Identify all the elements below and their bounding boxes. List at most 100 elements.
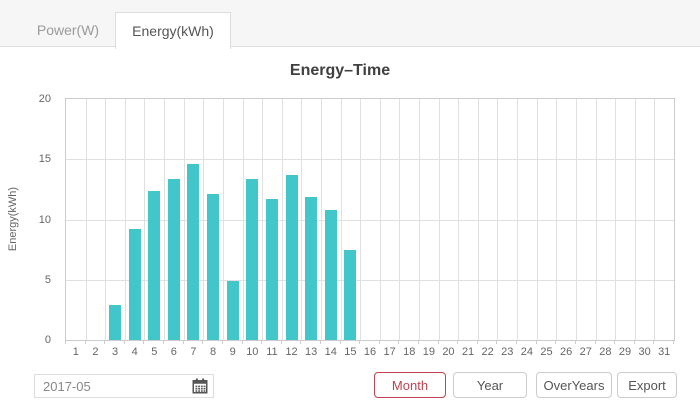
x-axis-tick (104, 340, 106, 344)
x-tick-label: 31 (658, 346, 671, 358)
x-tick-label: 15 (344, 346, 357, 358)
x-tick-label: 16 (363, 346, 377, 358)
x-axis-tick (614, 340, 616, 344)
x-tick-label: 24 (520, 346, 534, 358)
tab-power[interactable]: Power(W) (36, 22, 100, 38)
x-axis-tick (516, 340, 518, 344)
x-axis-tick (163, 340, 165, 344)
date-picker (34, 374, 214, 398)
x-axis-tick (476, 340, 478, 344)
x-axis-tick (84, 340, 86, 344)
x-axis-tick (673, 340, 674, 344)
grid-line-horizontal (66, 219, 674, 221)
bar (148, 190, 161, 340)
x-tick-label: 23 (501, 346, 514, 358)
x-tick-label: 3 (111, 346, 119, 358)
x-tick-label: 7 (190, 346, 197, 358)
bar (344, 249, 357, 340)
date-input[interactable] (35, 375, 193, 397)
chart-title: Energy–Time (289, 62, 391, 79)
x-tick-label: 4 (131, 346, 138, 358)
x-axis-tick (633, 340, 635, 344)
x-axis-tick (241, 340, 243, 344)
bar (305, 196, 318, 340)
x-tick-label: 21 (461, 346, 475, 358)
x-axis-tick (437, 340, 439, 344)
x-axis-tick (653, 340, 655, 344)
chart-plot (65, 98, 675, 341)
x-axis-tick (65, 340, 66, 344)
x-tick-label: 12 (285, 346, 298, 358)
x-tick-label: 20 (442, 346, 455, 358)
grid-line-horizontal (66, 279, 674, 281)
bar (324, 209, 337, 340)
x-axis-tick (418, 340, 420, 344)
x-axis-tick (280, 340, 282, 344)
x-tick-label: 28 (599, 346, 612, 358)
bar (128, 229, 141, 340)
grid-line-horizontal (66, 159, 674, 161)
x-axis-tick (378, 340, 380, 344)
x-axis-tick (202, 340, 204, 344)
x-axis-tick (319, 340, 321, 344)
bar (207, 194, 220, 340)
bar (285, 174, 298, 340)
tab-strip: Power(W) Energy(kWh) (0, 0, 700, 49)
x-axis-tick (535, 340, 537, 344)
x-tick-label: 26 (560, 346, 573, 358)
x-axis-tick (574, 340, 576, 344)
x-tick-label: 30 (638, 346, 651, 358)
x-tick-label: 10 (246, 346, 259, 358)
export-button[interactable]: Export (617, 372, 677, 398)
x-axis-tick (143, 340, 145, 344)
bar (109, 305, 122, 340)
x-tick-label: 18 (403, 346, 416, 358)
bar (187, 164, 200, 340)
tab-energy[interactable]: Energy(kWh) (115, 12, 231, 49)
x-tick-label: 6 (170, 346, 177, 358)
x-axis-tick (398, 340, 400, 344)
bar (265, 199, 278, 340)
x-tick-label: 14 (324, 346, 337, 358)
calendar-icon[interactable] (191, 377, 209, 395)
x-axis-labels: 1 2 3 4 5 6 7 8 9 10 11 12 13 14 15 16 17 18 19 20 21 22 23 24 2… (66, 346, 674, 359)
y-tick-label: 15 (38, 153, 51, 166)
bar (167, 178, 180, 340)
x-tick-label: 1 (72, 346, 79, 358)
x-tick-label: 8 (210, 346, 217, 358)
x-tick-label: 11 (266, 346, 278, 358)
x-axis-tick (182, 340, 184, 344)
x-axis-tick (339, 340, 341, 344)
x-axis-tick (359, 340, 361, 344)
bar (226, 280, 239, 340)
bar (246, 178, 259, 340)
x-tick-label: 25 (540, 346, 553, 358)
x-axis-tick (221, 340, 223, 344)
x-axis-ticks (65, 340, 675, 344)
y-tick-label: 20 (38, 93, 51, 105)
x-tick-label: 29 (618, 346, 632, 358)
x-axis-tick (555, 340, 557, 344)
x-tick-label: 22 (481, 346, 494, 358)
year-button[interactable]: Year (453, 372, 527, 398)
x-tick-label: 9 (229, 346, 236, 358)
x-tick-label: 17 (383, 346, 396, 358)
y-tick-label: 0 (44, 334, 51, 346)
x-axis-tick (261, 340, 263, 344)
x-axis-tick (300, 340, 302, 344)
x-axis-tick (496, 340, 498, 344)
y-axis-labels: 0 5 10 15 20 (26, 93, 58, 346)
x-axis-tick (594, 340, 596, 344)
y-tick-label: 5 (44, 273, 51, 286)
x-axis-tick (123, 340, 125, 344)
x-tick-label: 5 (151, 346, 158, 358)
x-tick-label: 2 (92, 346, 99, 358)
x-tick-label: 19 (422, 346, 435, 358)
x-tick-label: 13 (305, 346, 318, 358)
y-axis-title: Energy(kWh) (7, 186, 19, 252)
overyears-button[interactable]: OverYears (536, 372, 612, 398)
x-axis-tick (457, 340, 459, 344)
month-button[interactable]: Month (374, 372, 446, 398)
x-tick-label: 27 (579, 346, 592, 358)
